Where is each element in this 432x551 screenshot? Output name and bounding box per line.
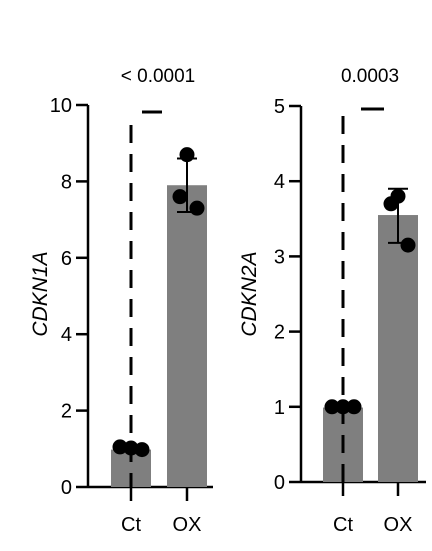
data-point — [172, 189, 188, 205]
data-point — [123, 440, 139, 456]
data-point — [383, 196, 399, 212]
y-tick-label: 2 — [274, 322, 285, 344]
data-point — [189, 200, 205, 216]
x-ticks-cdkn2a: Ct OX — [333, 514, 412, 536]
x-tick-label: Ct — [333, 514, 353, 536]
y-tick-label: 5 — [274, 96, 285, 118]
x-tick-label: OX — [173, 514, 202, 536]
bar — [167, 185, 207, 487]
data-point — [179, 147, 195, 163]
bars-cdkn1a — [111, 185, 207, 487]
x-ticks-cdkn1a: Ct OX — [121, 514, 201, 536]
y-tick-label: 0 — [61, 477, 72, 499]
panel-cdkn2a: 0.0003 CDKN2A 0 1 2 3 4 5 Ct OX — [238, 66, 426, 536]
data-point — [400, 237, 416, 253]
bar — [378, 215, 418, 483]
y-axis-title-cdkn1a: CDKN1A — [29, 251, 52, 336]
marks-cdkn2a — [324, 107, 416, 482]
x-tick-label: OX — [384, 514, 413, 536]
y-axis-title-cdkn2a: CDKN2A — [238, 251, 261, 336]
marks-cdkn1a — [112, 110, 205, 487]
p-value-label-cdkn1a: < 0.0001 — [121, 66, 196, 87]
data-point — [335, 399, 351, 415]
data-point — [346, 399, 362, 415]
data-point — [112, 439, 128, 455]
y-tick-label: 2 — [61, 401, 72, 423]
y-tick-label: 4 — [274, 171, 285, 193]
p-value-label-cdkn2a: 0.0003 — [341, 66, 399, 87]
y-tick-label: 6 — [61, 248, 72, 270]
data-point — [134, 442, 150, 458]
y-tick-label: 8 — [61, 171, 72, 193]
y-tick-label: 0 — [274, 472, 285, 494]
data-point — [324, 399, 340, 415]
y-tick-label: 4 — [61, 324, 72, 346]
x-tick-label: Ct — [121, 514, 141, 536]
y-tick-label: 3 — [274, 246, 285, 268]
y-ticks-cdkn2a: 0 1 2 3 4 5 — [274, 96, 426, 496]
bars-cdkn2a — [323, 215, 418, 483]
y-tick-label: 1 — [274, 397, 285, 419]
y-tick-label: 10 — [50, 95, 72, 117]
panel-cdkn1a: < 0.0001 CDKN1A 0 2 4 6 8 10 Ct OX — [29, 66, 213, 536]
